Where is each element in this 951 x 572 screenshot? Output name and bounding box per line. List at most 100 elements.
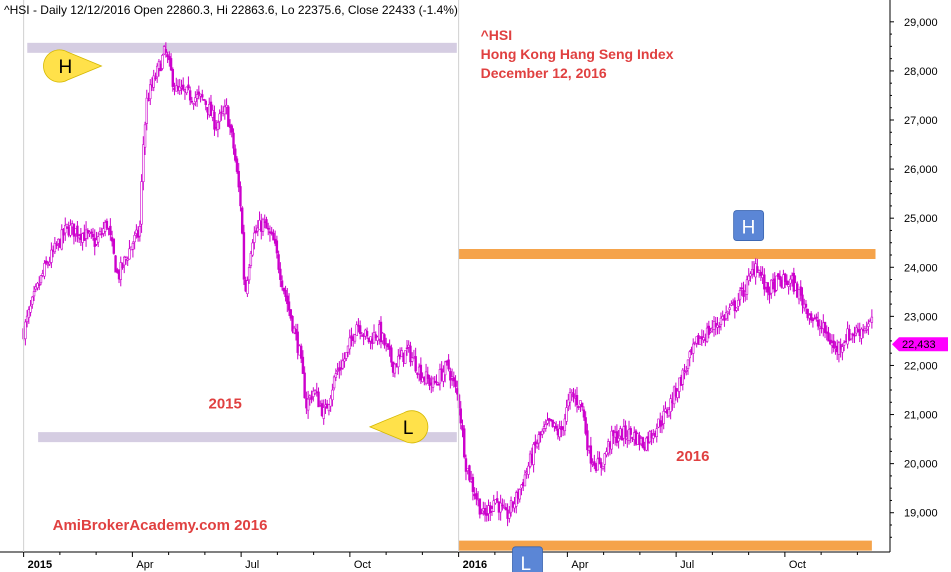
- candle-body: [698, 338, 702, 345]
- candle-body: [568, 392, 572, 403]
- candle-body: [121, 262, 124, 269]
- candle-body: [194, 97, 197, 103]
- candle-body: [105, 220, 109, 229]
- candle-body: [145, 97, 148, 124]
- candle-body: [778, 275, 782, 280]
- candle-body: [65, 223, 69, 227]
- candle-body: [463, 428, 466, 458]
- candle-body: [218, 113, 221, 122]
- candle-body: [149, 84, 152, 100]
- candle-body: [789, 278, 792, 284]
- candle-body: [312, 390, 315, 397]
- candle-body: [577, 406, 580, 408]
- chart-title-date: December 12, 2016: [481, 65, 607, 81]
- candle-body: [728, 307, 731, 310]
- candle-body: [306, 398, 310, 411]
- candle-body: [383, 334, 386, 346]
- candle-body: [527, 465, 530, 475]
- candle-body: [254, 230, 258, 233]
- candle-body: [783, 273, 787, 282]
- candle-body: [225, 104, 228, 108]
- candle-body: [584, 417, 587, 434]
- candle-body: [853, 334, 856, 337]
- candle-body: [204, 100, 207, 105]
- candle-body: [232, 132, 235, 149]
- candle-body: [535, 443, 539, 448]
- candle-body: [265, 219, 268, 229]
- candle-body: [50, 249, 53, 263]
- candle-body: [109, 225, 112, 235]
- chart-annotation: 2015: [209, 396, 242, 413]
- marker-l: L: [368, 410, 429, 444]
- candle-body: [379, 321, 383, 343]
- marker-bubble-shape: [43, 49, 103, 83]
- candle-body: [197, 91, 201, 95]
- candle-body: [414, 356, 417, 372]
- candle-body: [777, 273, 780, 277]
- candle-body: [818, 325, 822, 329]
- candle-body: [142, 144, 145, 182]
- candle-body: [98, 231, 102, 235]
- level-bar: [27, 42, 457, 53]
- candle-body: [478, 498, 482, 515]
- candle-body: [641, 437, 645, 448]
- candle-body: [593, 461, 596, 466]
- candle-body: [169, 58, 173, 71]
- candle-body: [443, 361, 447, 376]
- candle-body: [431, 378, 435, 388]
- candle-body: [126, 258, 129, 261]
- candle-body: [32, 291, 36, 297]
- candle-body: [792, 272, 796, 292]
- marker-bubble-shape: [368, 410, 429, 444]
- candle-body: [291, 315, 294, 332]
- candle-body: [667, 409, 671, 417]
- candle-body: [216, 122, 220, 130]
- candle-body: [449, 371, 452, 381]
- candle-body: [289, 309, 292, 319]
- candle-body: [707, 325, 711, 335]
- candle-body: [227, 106, 230, 127]
- candle-body: [286, 295, 289, 305]
- x-tick-label: Apr: [571, 559, 588, 571]
- candle-body: [86, 230, 90, 234]
- candle-body: [610, 430, 613, 450]
- candle-body: [475, 493, 478, 500]
- marker-l: L: [512, 546, 543, 572]
- candle-body: [759, 271, 763, 276]
- candle-body: [565, 407, 568, 422]
- candle-body: [171, 69, 175, 87]
- candle-body: [681, 369, 684, 385]
- candle-body: [756, 266, 759, 273]
- candle-body: [735, 307, 738, 311]
- candle-body: [405, 347, 409, 350]
- candle-body: [31, 296, 34, 305]
- candle-body: [515, 492, 518, 507]
- candle-body: [615, 431, 619, 443]
- candle-body: [686, 359, 690, 369]
- candle-body: [601, 465, 605, 469]
- candle-body: [235, 158, 239, 172]
- candle-body: [851, 333, 854, 336]
- candle-body: [131, 243, 135, 250]
- candle-body: [775, 275, 778, 291]
- candle-body: [143, 124, 147, 148]
- candle-body: [166, 54, 169, 58]
- candle-body: [209, 101, 213, 116]
- candle-body: [60, 229, 63, 250]
- candle-body: [464, 458, 468, 472]
- chart-annotation: 2016: [676, 448, 709, 465]
- candle-body: [91, 234, 95, 238]
- candle-body: [766, 282, 769, 293]
- x-tick-label: 2016: [463, 559, 487, 571]
- candle-body: [84, 229, 88, 239]
- candle-body: [190, 100, 194, 103]
- y-tick-label: 21,000: [904, 410, 938, 422]
- chart-annotation: AmiBrokerAcademy.com 2016: [53, 517, 268, 534]
- candle-body: [112, 238, 116, 254]
- support-resistance-levels: [27, 42, 876, 551]
- candle-body: [730, 303, 733, 306]
- candle-body: [495, 498, 499, 502]
- candle-body: [53, 242, 57, 253]
- x-tick-label: Apr: [136, 559, 153, 571]
- x-tick-label: 2015: [28, 559, 52, 571]
